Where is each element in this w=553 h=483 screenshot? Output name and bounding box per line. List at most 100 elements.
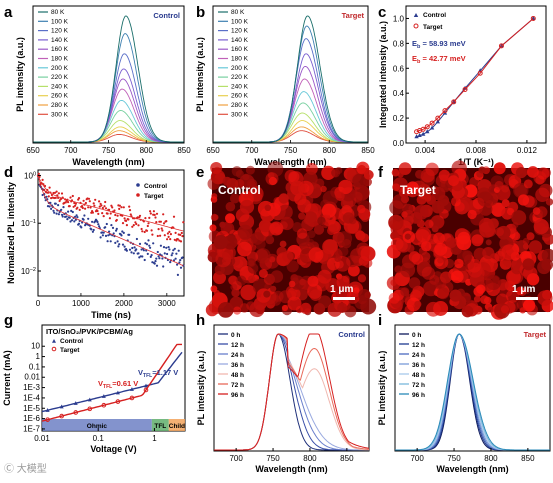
grain: [280, 216, 294, 231]
x-axis-label: Time (ns): [91, 310, 131, 320]
grain: [541, 248, 553, 263]
grain: [515, 167, 527, 179]
grain: [386, 276, 401, 290]
data-point: [87, 217, 90, 220]
grain: [330, 287, 337, 293]
grain: [526, 273, 540, 286]
grain: [307, 230, 316, 239]
data-point: [148, 244, 151, 247]
grain: [433, 232, 445, 245]
data-point: [153, 213, 156, 216]
x-tick-label: 850: [177, 146, 191, 155]
data-point: [53, 196, 56, 200]
base: 10: [24, 171, 33, 180]
micrograph-target-label: Target: [400, 183, 436, 197]
grain: [231, 166, 243, 177]
data-point: [442, 108, 448, 114]
data-point: [156, 234, 159, 238]
grain: [270, 285, 277, 292]
grain: [421, 266, 435, 280]
data-point: [106, 212, 109, 215]
chart-a: 80 K 100 K 120 K 140 K 160 K 180 K 200 K 220 K 2…: [15, 5, 191, 167]
data-point: [111, 206, 114, 209]
data-point: [90, 228, 93, 231]
data-point: [90, 211, 93, 214]
legend-label: 260 K: [51, 93, 69, 100]
data-point: [130, 251, 133, 254]
data-point: [87, 397, 92, 402]
data-point: [66, 218, 69, 221]
grain: [415, 169, 424, 179]
x-tick-label: 750: [284, 146, 298, 155]
symbol: E: [412, 39, 417, 48]
grain: [248, 180, 256, 189]
panel-label-f: f: [378, 164, 384, 181]
data-point: [113, 209, 116, 212]
legend-marker: [51, 346, 57, 352]
grain: [322, 190, 339, 207]
grain: [255, 249, 268, 262]
legend-marker: [136, 183, 140, 187]
grain: [535, 187, 550, 202]
panel-label-e: e: [196, 164, 204, 181]
x-tick-label: 800: [323, 146, 337, 155]
data-point: [78, 208, 81, 211]
data-point: [181, 235, 184, 238]
x-tick-label: 3000: [158, 299, 176, 308]
legend-label: 140 K: [51, 37, 69, 44]
grain: [391, 168, 400, 177]
iv-curve: [41, 351, 183, 413]
data-point: [157, 228, 160, 231]
data-point: [134, 221, 137, 224]
grain: [250, 231, 264, 245]
grain: [344, 305, 357, 318]
plot-frame: [394, 324, 551, 452]
data-point: [71, 210, 74, 214]
grain: [467, 209, 477, 220]
grain: [416, 194, 427, 205]
data-point: [123, 245, 126, 248]
series-line: [213, 15, 368, 143]
data-point: [101, 212, 104, 215]
grain: [210, 162, 223, 174]
x-tick-label: 0.012: [517, 146, 538, 155]
data-point: [162, 222, 166, 225]
series-line: [33, 126, 184, 143]
data-point: [176, 238, 179, 241]
grain: [305, 211, 317, 223]
data-point: [120, 206, 123, 209]
grain: [437, 195, 450, 207]
data-point: [152, 242, 155, 245]
data-point: [82, 218, 85, 221]
grain: [236, 275, 247, 286]
legend-marker: [413, 23, 419, 29]
chart-title: Control: [153, 11, 180, 20]
data-point: [102, 231, 105, 234]
exponent: 0: [33, 171, 36, 177]
data-point: [60, 192, 64, 195]
grain: [249, 301, 265, 318]
grain: [231, 288, 240, 298]
grain: [210, 285, 218, 293]
grain: [322, 204, 334, 216]
data-point: [62, 206, 65, 209]
grain: [506, 207, 515, 216]
data-point: [161, 257, 164, 260]
legend-label: 260 K: [231, 93, 249, 100]
grain: [461, 305, 474, 318]
grain: [437, 257, 444, 264]
grain: [519, 307, 526, 314]
data-point: [131, 246, 134, 250]
data-point: [150, 229, 153, 232]
data-point: [101, 234, 104, 237]
data-point: [84, 207, 87, 210]
legend-label: 36 h: [412, 362, 425, 369]
grain: [414, 300, 422, 308]
data-point: [122, 206, 125, 209]
grain: [438, 169, 451, 182]
data-point: [118, 243, 121, 246]
data-point: [451, 99, 457, 105]
data-point: [166, 238, 169, 241]
